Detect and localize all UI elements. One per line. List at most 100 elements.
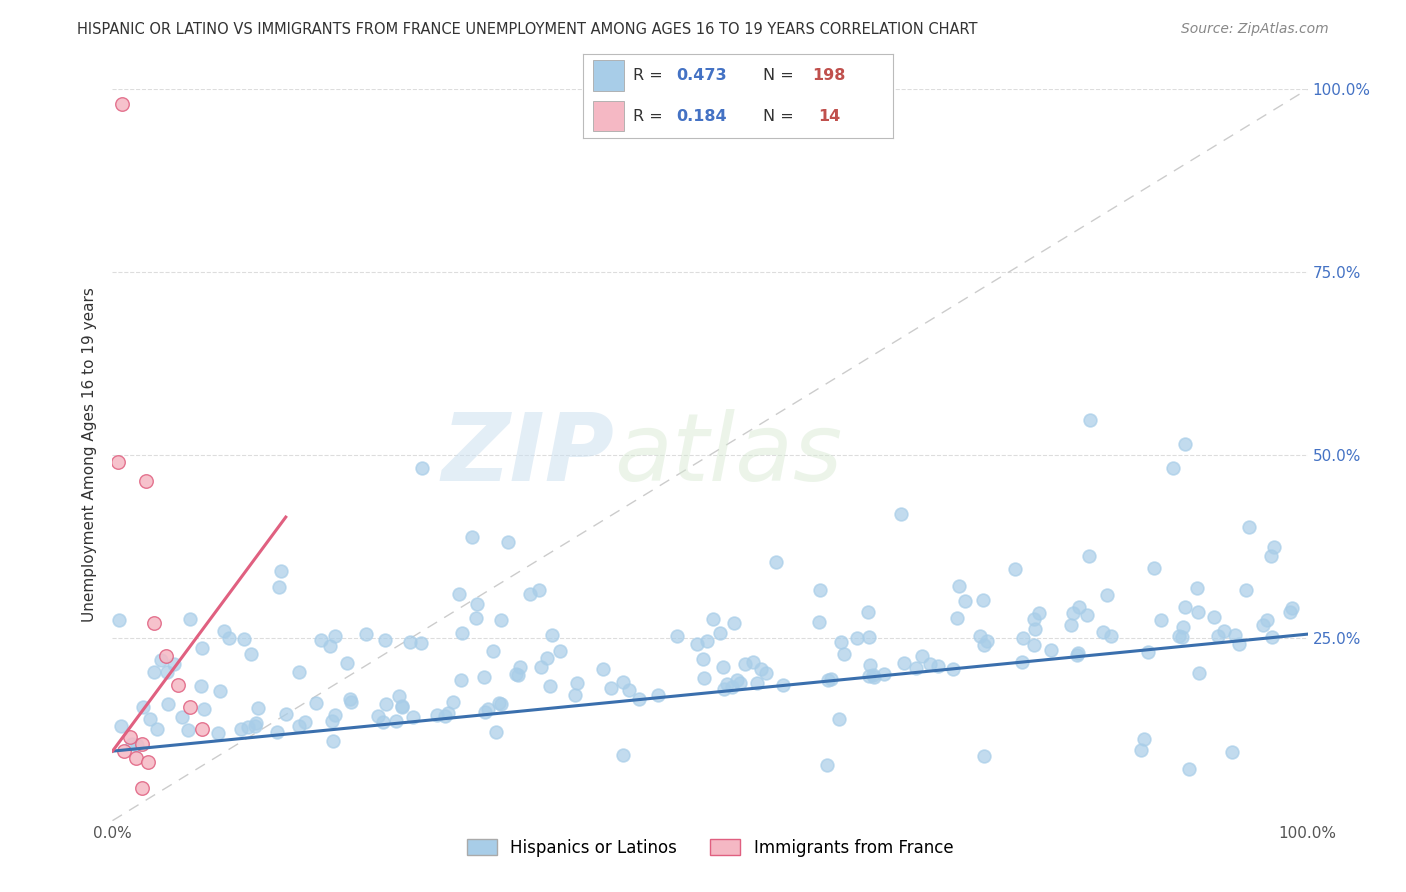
Point — [179, 700, 201, 714]
Point — [942, 662, 965, 676]
Point — [485, 725, 508, 739]
Text: 198: 198 — [813, 68, 846, 83]
Point — [711, 660, 734, 674]
Point — [1260, 549, 1282, 564]
Point — [209, 683, 232, 698]
Point — [973, 749, 995, 764]
Point — [810, 582, 832, 597]
Legend: Hispanics or Latinos, Immigrants from France: Hispanics or Latinos, Immigrants from Fr… — [460, 832, 960, 863]
Point — [696, 634, 718, 648]
Point — [509, 660, 531, 674]
Point — [163, 657, 186, 672]
Point — [385, 714, 408, 728]
Point — [856, 605, 879, 619]
Point — [1206, 629, 1229, 643]
Point — [745, 676, 768, 690]
Point — [269, 580, 291, 594]
Point — [755, 666, 778, 681]
Point — [150, 653, 173, 667]
Point — [167, 678, 190, 692]
Point — [832, 647, 855, 661]
Point — [110, 719, 132, 733]
Point — [142, 665, 165, 679]
Point — [1133, 732, 1156, 747]
Point — [288, 719, 311, 733]
Point — [734, 657, 756, 671]
Point — [437, 706, 460, 720]
Point — [131, 737, 153, 751]
Point — [212, 624, 235, 638]
Point — [953, 593, 976, 607]
Point — [233, 632, 256, 647]
Point — [1227, 637, 1250, 651]
Point — [340, 695, 363, 709]
Point — [481, 644, 503, 658]
FancyBboxPatch shape — [593, 61, 624, 91]
Point — [143, 616, 166, 631]
Text: 14: 14 — [818, 109, 841, 124]
Point — [336, 657, 359, 671]
Point — [1174, 437, 1197, 451]
Point — [749, 662, 772, 676]
Point — [713, 681, 735, 696]
Point — [156, 697, 179, 711]
Point — [538, 679, 561, 693]
Point — [245, 719, 267, 733]
Point — [1256, 613, 1278, 627]
Point — [190, 679, 212, 693]
Point — [723, 615, 745, 630]
Point — [1011, 631, 1033, 645]
Point — [709, 626, 731, 640]
Point — [612, 747, 634, 762]
Point — [135, 474, 157, 488]
Point — [391, 698, 413, 713]
Point — [236, 720, 259, 734]
Point — [288, 665, 311, 679]
Point — [728, 676, 751, 690]
Point — [321, 714, 343, 728]
Point — [491, 613, 513, 627]
Point — [411, 461, 433, 475]
Point — [450, 673, 472, 688]
Point — [541, 628, 564, 642]
Point — [716, 677, 738, 691]
Point — [1022, 612, 1045, 626]
Point — [325, 629, 347, 643]
Point — [373, 715, 395, 730]
Point — [911, 649, 934, 664]
Point — [1097, 588, 1119, 602]
Point — [190, 640, 212, 655]
Point — [450, 626, 472, 640]
Point — [741, 656, 763, 670]
Point — [177, 723, 200, 737]
Point — [1150, 613, 1173, 627]
Point — [274, 706, 297, 721]
Point — [388, 689, 411, 703]
Point — [627, 691, 650, 706]
Point — [1188, 666, 1211, 681]
Point — [1281, 601, 1303, 615]
Point — [426, 708, 449, 723]
Point — [374, 632, 396, 647]
Text: N =: N = — [763, 68, 799, 83]
Point — [807, 615, 830, 630]
Point — [1185, 581, 1208, 595]
Point — [1174, 599, 1197, 614]
Point — [1024, 622, 1046, 636]
Point — [402, 710, 425, 724]
Point — [904, 661, 927, 675]
Point — [111, 96, 134, 111]
Point — [114, 744, 135, 758]
Point — [447, 587, 470, 601]
Point — [1028, 607, 1050, 621]
Point — [1143, 560, 1166, 574]
Text: R =: R = — [633, 68, 668, 83]
Point — [294, 714, 316, 729]
Point — [170, 710, 193, 724]
Point — [647, 688, 669, 702]
Point — [863, 670, 886, 684]
Point — [519, 587, 541, 601]
Point — [247, 700, 270, 714]
Point — [367, 709, 389, 723]
Point — [325, 707, 347, 722]
